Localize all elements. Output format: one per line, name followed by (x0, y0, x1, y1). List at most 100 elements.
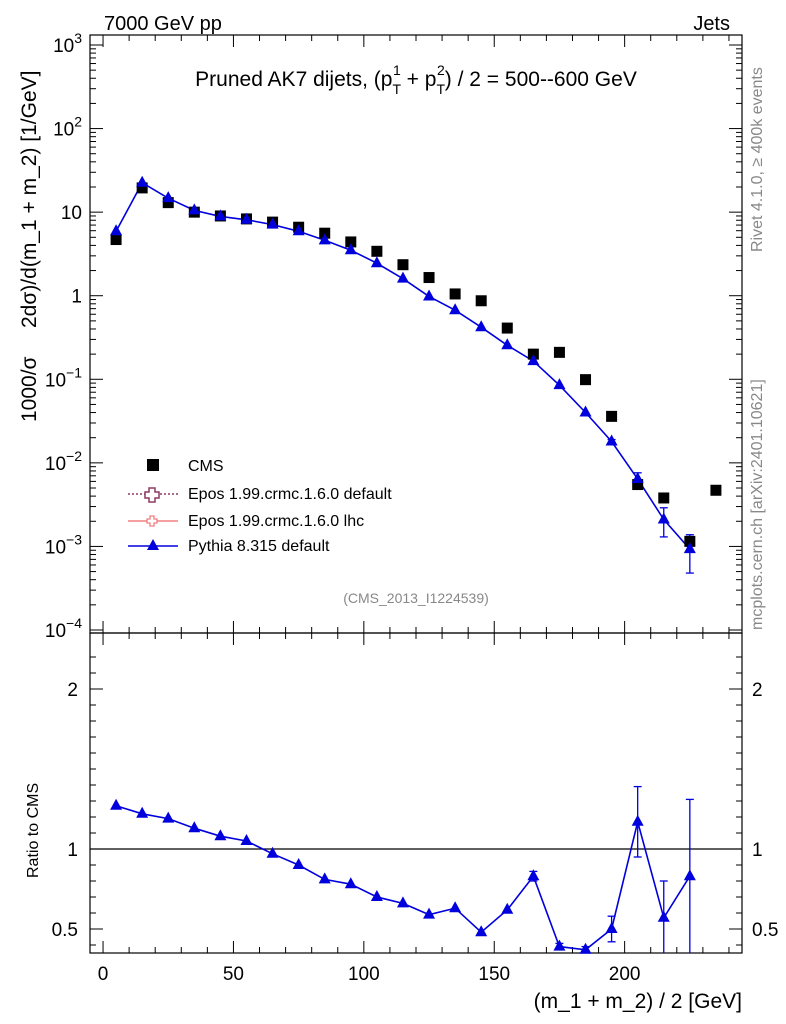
pythia-point (188, 203, 201, 215)
data-layer (110, 175, 722, 954)
pythia-point (501, 338, 514, 350)
ratio-pythia-point (266, 846, 279, 858)
ratio-pythia-point (501, 902, 514, 914)
cms-point (162, 197, 174, 209)
legend-epos-default-marker (144, 487, 160, 503)
pythia-point (657, 512, 670, 524)
pythia-point (475, 320, 488, 332)
pythia-point (683, 542, 696, 554)
ratio-y-tick-label-right: 1 (752, 840, 763, 861)
pythia-point (318, 233, 331, 245)
ratio-pythia-point (214, 829, 227, 841)
cms-point (449, 288, 461, 300)
x-tick-label: 200 (609, 964, 641, 985)
analysis-id: (CMS_2013_I1224539) (343, 590, 489, 606)
cms-point (710, 484, 722, 496)
cms-point (319, 227, 331, 239)
cms-point (606, 410, 618, 422)
mcplots-label: mcplots.cern.ch [arXiv:2401.10621] (749, 379, 766, 630)
ratio-plot-frame (89, 632, 743, 954)
cms-point (632, 479, 644, 491)
y-tick-label: 1 (71, 287, 82, 308)
legend-epos-lhc-label: Epos 1.99.crmc.1.6.0 lhc (188, 513, 364, 530)
ratio-pythia-point (162, 811, 175, 823)
ratio-y-tick-label: 1 (67, 840, 78, 861)
x-tick-label: 100 (348, 964, 380, 985)
pythia-point (423, 289, 436, 301)
cms-point (110, 234, 122, 246)
main-y-label-norm: 1000/σ (18, 356, 41, 422)
ratio-pythia-point (136, 806, 149, 818)
ratio-pythia-point (631, 814, 644, 826)
ratio-pythia-point (449, 901, 462, 913)
pythia-point (266, 217, 279, 229)
cms-point (580, 374, 592, 386)
ratio-pythia-point (370, 890, 383, 901)
cms-point (136, 182, 148, 194)
ratio-pythia-point (527, 869, 540, 881)
header-right: Jets (693, 13, 730, 35)
ratio-pythia-point (110, 798, 123, 810)
pythia-point (162, 191, 175, 203)
ratio-pythia-point (423, 907, 436, 919)
ratio-pythia-point (318, 872, 331, 884)
y-tick-label: 10−3 (45, 531, 82, 558)
y-tick-label: 10−2 (45, 448, 82, 475)
legend-pythia-label: Pythia 8.315 default (188, 538, 330, 555)
ratio-pythia-point (396, 896, 409, 908)
ratio-pythia-point (240, 834, 253, 845)
y-tick-label: 103 (53, 30, 82, 57)
pythia-point (344, 243, 357, 255)
pythia-point (292, 224, 305, 236)
plot-title: Pruned AK7 dijets, (pT1 + pT2) / 2 = 500… (195, 62, 637, 97)
pythia-point (605, 434, 618, 446)
rivet-label: Rivet 4.1.0, ≥ 400k events (749, 67, 766, 252)
ratio-pythia-line (115, 805, 691, 951)
ratio-pythia-point (188, 821, 201, 833)
pythia-point (579, 405, 592, 417)
legend-pythia-marker (147, 539, 159, 550)
cms-point (684, 535, 696, 547)
x-axis-label: (m_1 + m_2) / 2 [GeV] (534, 990, 742, 1013)
pythia-point (631, 472, 644, 484)
cms-point (658, 492, 670, 504)
cms-point (423, 272, 435, 284)
ratio-y-tick-label-right: 0.5 (752, 920, 778, 941)
y-tick-label: 10−4 (45, 615, 82, 642)
pythia-point (214, 209, 227, 221)
legend-cms-label: CMS (188, 458, 224, 475)
ratio-pythia-point (292, 858, 305, 869)
ratio-pythia-point (553, 939, 566, 951)
cms-point (553, 346, 565, 358)
ratio-y-tick-label: 2 (67, 680, 78, 701)
legend-epos-default-label: Epos 1.99.crmc.1.6.0 default (188, 486, 392, 503)
x-tick-label: 150 (478, 964, 510, 985)
pythia-point (240, 212, 253, 224)
cms-point (345, 236, 357, 248)
pythia-point (553, 378, 566, 390)
cms-point (501, 322, 513, 334)
header-left: 7000 GeV pp (104, 13, 222, 35)
ratio-y-tick-label: 0.5 (52, 920, 78, 941)
y-tick-label: 10−1 (45, 364, 82, 391)
legend-cms-marker (147, 459, 159, 471)
pythia-point (449, 303, 462, 315)
pythia-point (136, 175, 149, 187)
ratio-y-tick-label-right: 2 (752, 680, 763, 701)
cms-point (475, 295, 487, 307)
pythia-point (527, 354, 540, 366)
y-tick-label: 102 (53, 114, 82, 141)
x-tick-label: 50 (223, 964, 244, 985)
ratio-pythia-point (344, 877, 357, 889)
legend: CMS Epos 1.99.crmc.1.6.0 default Epos 1.… (128, 458, 392, 555)
ratio-pythia-point (605, 922, 618, 933)
ratio-pythia-point (683, 869, 696, 881)
pythia-point (396, 271, 409, 283)
ratio-pythia-point (579, 942, 592, 954)
pythia-point (370, 256, 383, 268)
ratio-pythia-point (475, 925, 488, 937)
pythia-point (110, 224, 123, 236)
cms-point (371, 245, 383, 257)
